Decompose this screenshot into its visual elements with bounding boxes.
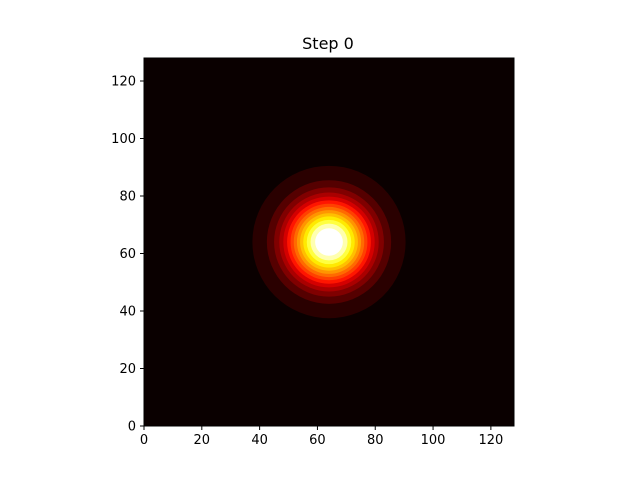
x-tick-label: 40 [251, 433, 268, 448]
contour-layer [252, 165, 406, 319]
y-tick-label: 80 [119, 190, 136, 205]
x-tick-label: 0 [140, 433, 148, 448]
y-tick-label: 20 [119, 362, 136, 377]
y-tick-label: 0 [128, 420, 136, 435]
y-axis: 0 20 40 60 80 100 120 [111, 75, 144, 435]
y-tick-label: 60 [119, 247, 136, 262]
chart-title: Step 0 [302, 34, 354, 53]
x-tick-label: 20 [194, 433, 211, 448]
plot-frame [143, 57, 515, 427]
x-tick-label: 120 [478, 433, 503, 448]
contour-level-15 [320, 233, 338, 251]
x-tick-label: 60 [309, 433, 326, 448]
y-tick-label: 40 [119, 305, 136, 320]
x-axis: 0 20 40 60 80 100 120 [140, 426, 503, 448]
y-tick-label: 120 [111, 75, 136, 90]
x-tick-label: 80 [367, 433, 384, 448]
x-tick-label: 100 [421, 433, 446, 448]
y-tick-label: 100 [111, 132, 136, 147]
